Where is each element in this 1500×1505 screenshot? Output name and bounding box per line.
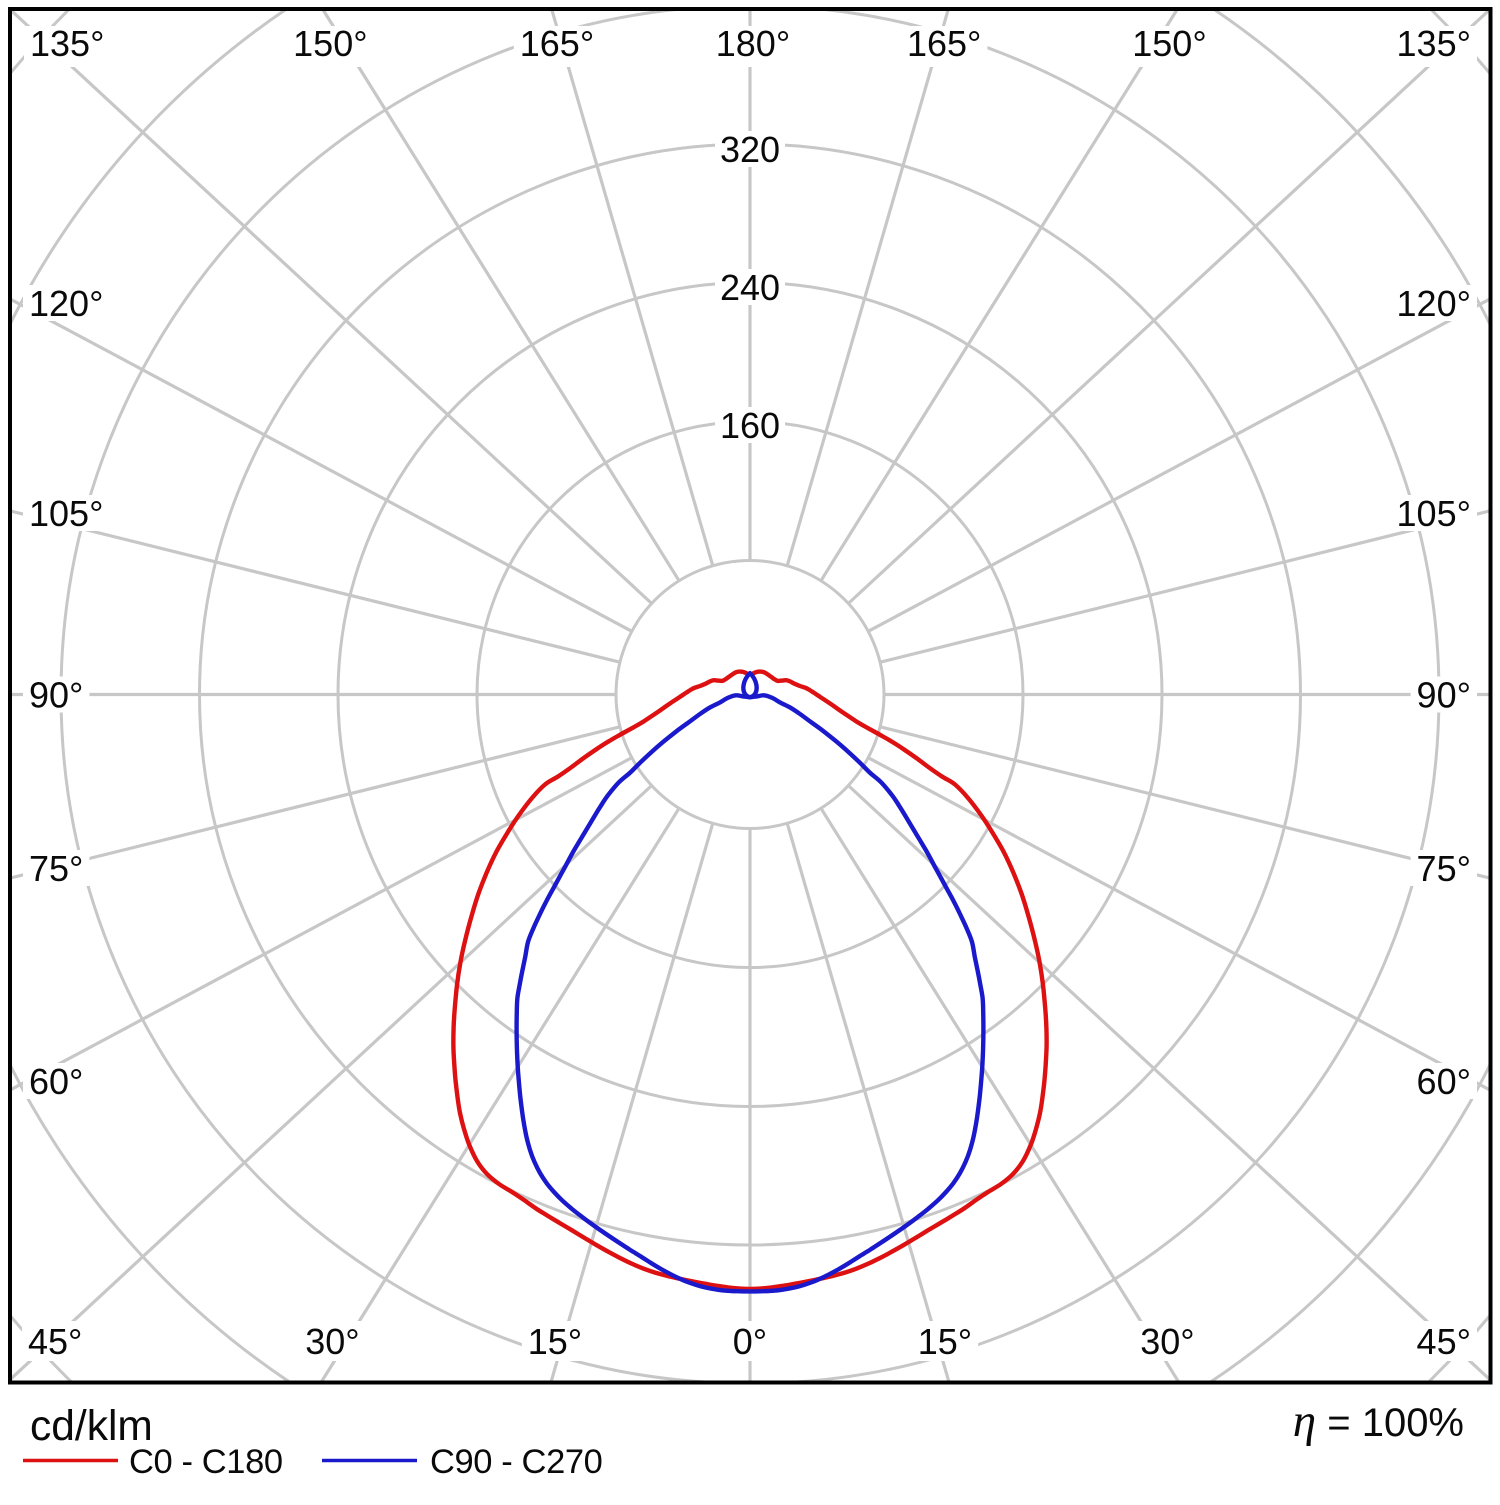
svg-text:240: 240 xyxy=(720,267,780,308)
svg-text:30°: 30° xyxy=(305,1321,359,1362)
svg-text:15°: 15° xyxy=(528,1321,582,1362)
svg-text:75°: 75° xyxy=(29,848,83,889)
svg-text:60°: 60° xyxy=(29,1061,83,1102)
svg-text:120°: 120° xyxy=(1397,283,1471,324)
svg-text:165°: 165° xyxy=(907,23,981,64)
svg-text:180°: 180° xyxy=(716,23,790,64)
svg-text:150°: 150° xyxy=(293,23,367,64)
svg-text:45°: 45° xyxy=(1417,1321,1471,1362)
svg-text:165°: 165° xyxy=(520,23,594,64)
svg-text:cd/klm: cd/klm xyxy=(30,1403,153,1450)
svg-text:0°: 0° xyxy=(733,1321,767,1362)
svg-text:45°: 45° xyxy=(28,1321,82,1362)
svg-text:320: 320 xyxy=(720,129,780,170)
svg-text:90°: 90° xyxy=(1417,675,1471,716)
svg-text:105°: 105° xyxy=(1397,493,1471,534)
svg-text:135°: 135° xyxy=(1397,23,1471,64)
svg-text:90°: 90° xyxy=(29,675,83,716)
svg-text:C90 - C270: C90 - C270 xyxy=(430,1443,602,1481)
svg-text:135°: 135° xyxy=(30,23,104,64)
svg-text:75°: 75° xyxy=(1417,848,1471,889)
svg-text:105°: 105° xyxy=(29,493,103,534)
svg-text:60°: 60° xyxy=(1417,1061,1471,1102)
svg-text:150°: 150° xyxy=(1132,23,1206,64)
svg-text:C0 - C180: C0 - C180 xyxy=(129,1443,283,1481)
svg-text:15°: 15° xyxy=(918,1321,972,1362)
svg-text:η = 100%: η = 100% xyxy=(1293,1395,1464,1447)
svg-text:120°: 120° xyxy=(29,283,103,324)
svg-text:160: 160 xyxy=(720,405,780,446)
svg-text:30°: 30° xyxy=(1140,1321,1194,1362)
